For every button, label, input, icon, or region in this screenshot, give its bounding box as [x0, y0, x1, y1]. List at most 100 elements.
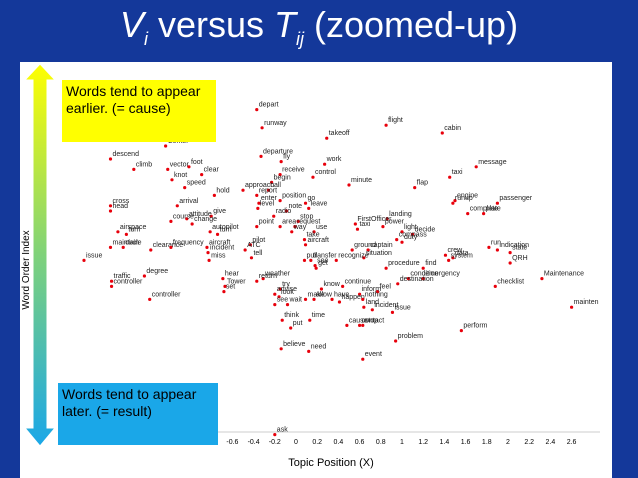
data-point — [330, 297, 334, 301]
data-point — [411, 232, 415, 236]
data-point — [260, 126, 264, 130]
data-point — [205, 245, 209, 249]
data-point — [302, 238, 307, 242]
data-point — [273, 303, 277, 307]
data-point — [279, 160, 283, 164]
data-point — [261, 277, 265, 281]
point-label: area — [282, 219, 296, 226]
data-point — [293, 225, 297, 229]
point-label: duty — [404, 234, 418, 241]
data-point — [323, 162, 327, 166]
point-label: crew — [447, 247, 463, 254]
data-point — [390, 310, 395, 314]
point-label: passenger — [499, 195, 532, 202]
point-label: Maintenance — [544, 271, 584, 278]
point-label: condition — [410, 271, 438, 278]
point-label: ATC — [247, 242, 260, 249]
data-point — [482, 212, 486, 216]
point-label: issue — [394, 304, 410, 311]
point-label: hold — [216, 187, 229, 194]
data-point — [384, 123, 388, 127]
data-point — [116, 230, 120, 234]
data-point — [169, 245, 173, 249]
point-label: receive — [282, 167, 305, 174]
data-point — [296, 219, 300, 223]
point-label: situation — [366, 250, 392, 257]
point-label: state — [512, 245, 527, 252]
point-label: cross — [113, 198, 130, 205]
point-label: point — [259, 219, 274, 226]
x-tick-label: -0.2 — [269, 439, 281, 446]
point-label: engine — [457, 193, 478, 200]
point-label: autopilot — [212, 224, 239, 231]
point-label: time — [312, 312, 325, 319]
data-point — [384, 266, 388, 270]
data-point — [243, 248, 247, 252]
point-label: pilot — [252, 237, 265, 244]
point-label: aircraft — [209, 239, 230, 246]
data-point — [347, 183, 351, 187]
data-point — [307, 206, 311, 210]
data-point — [108, 157, 113, 161]
data-point — [313, 264, 317, 268]
point-label: FirstOfficer — [357, 216, 392, 223]
data-point — [248, 243, 253, 247]
x-tick-label: 2.4 — [546, 439, 556, 446]
note-later: Words tend to appear later. (= result) — [58, 383, 218, 445]
point-label: go — [308, 195, 316, 202]
point-label: note — [288, 203, 302, 210]
point-label: flight — [388, 117, 403, 124]
x-axis-label: Topic Position (X) — [288, 457, 374, 469]
data-point — [361, 357, 365, 361]
point-label: change — [194, 216, 217, 223]
point-label: captain — [370, 242, 393, 249]
title-tail: (zoomed-up) — [303, 4, 519, 45]
point-label: report — [259, 187, 277, 194]
data-point — [345, 323, 349, 327]
point-label: landing — [389, 211, 412, 218]
x-tick-label: 1.6 — [461, 439, 471, 446]
data-point — [270, 180, 274, 184]
point-label: control — [315, 169, 336, 176]
point-label: foot — [191, 159, 203, 166]
data-point — [314, 266, 318, 270]
data-point — [396, 282, 400, 286]
double-arrow — [23, 63, 57, 447]
point-label: make — [308, 291, 325, 298]
point-label: descend — [113, 151, 140, 158]
data-point — [256, 206, 260, 210]
data-point — [451, 201, 455, 205]
data-point — [308, 318, 312, 322]
point-label: flap — [417, 180, 428, 187]
data-point — [259, 154, 263, 158]
point-label: wait — [289, 297, 303, 304]
data-point — [303, 201, 308, 205]
data-point — [447, 258, 451, 262]
data-point — [400, 230, 404, 234]
data-point — [362, 305, 366, 309]
point-label: event — [365, 351, 382, 358]
note-earlier: Words tend to appear earlier. (= cause) — [62, 80, 216, 142]
point-label: put — [293, 320, 303, 327]
point-label: have — [334, 291, 349, 298]
x-tick-label: 2 — [506, 439, 510, 446]
data-point — [215, 232, 220, 236]
point-label: minute — [351, 177, 372, 184]
data-point — [266, 188, 271, 192]
point-label: perform — [463, 323, 487, 330]
data-point — [309, 258, 313, 262]
data-point — [279, 347, 283, 351]
point-label: QRH — [512, 255, 528, 262]
title-t-subscript: ij — [295, 29, 304, 50]
data-point — [453, 199, 457, 203]
point-label: return — [259, 273, 277, 280]
data-point — [358, 292, 362, 296]
point-label: frequency — [173, 239, 204, 246]
point-label: enter — [261, 195, 278, 202]
data-point — [257, 201, 261, 205]
point-label: maintain — [113, 239, 140, 246]
point-label: system — [451, 252, 473, 259]
point-label: runway — [264, 120, 287, 127]
x-tick-label: 2.2 — [524, 439, 534, 446]
point-label: incident — [374, 302, 398, 309]
